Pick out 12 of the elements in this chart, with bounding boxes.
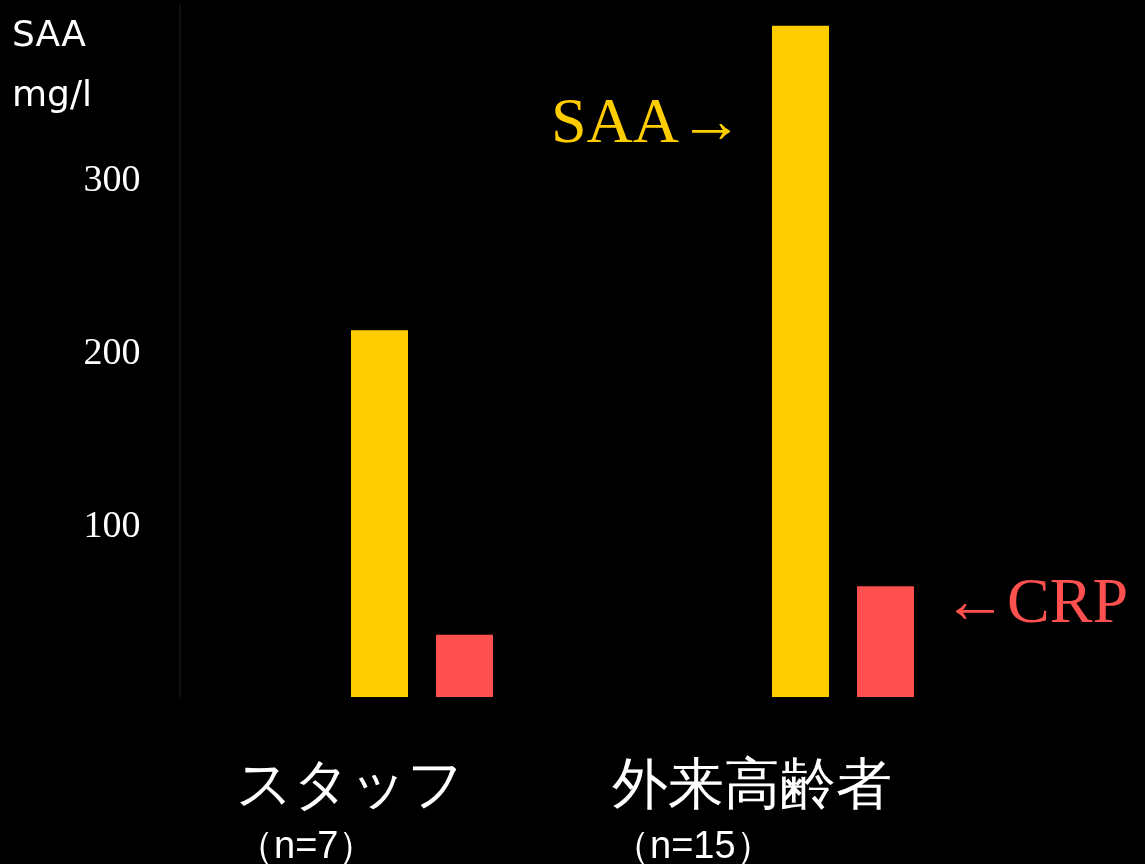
- y-tick-label: 100: [83, 503, 141, 545]
- y-axis-title: SAA mg/l: [12, 13, 93, 114]
- y-tick-label: 300: [83, 157, 141, 199]
- bar: [857, 586, 914, 697]
- x-tick-label: スタッフ（n=7）: [236, 752, 464, 864]
- bar: [772, 25, 829, 697]
- y-tick-label: 200: [83, 330, 141, 372]
- x-tick-label: 外来高齢者（n=15）: [612, 752, 892, 864]
- annotation: SAA→: [550, 84, 743, 156]
- bar: [436, 634, 493, 697]
- annotation: ←CRP: [943, 565, 1128, 637]
- bar: [351, 330, 408, 697]
